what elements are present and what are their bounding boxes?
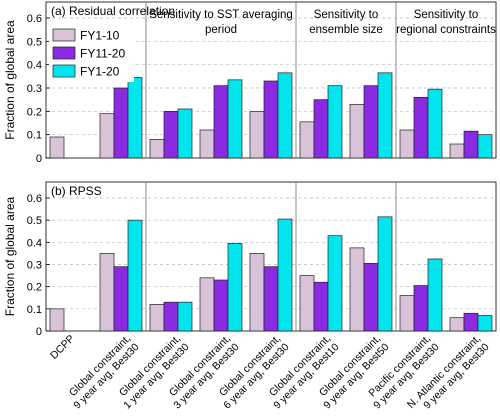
y-tick-label: 0.4 [27,60,42,72]
x-category-label: DCPP [48,333,77,362]
bar-fy11-20-8 [463,130,479,159]
bar-fy1-20-4 [277,218,293,332]
bar-fy11-20-2 [163,110,179,159]
bar-fy11-20-7 [413,96,429,159]
y-axis-label: Fraction of global area [3,20,17,140]
bar-fy1-10-7 [399,129,415,159]
y-tick-label: 0.1 [27,130,42,142]
bar-fy11-20-2 [163,301,179,332]
bar-fy1-10-3 [199,277,215,332]
bar-fy11-20-5 [313,281,329,332]
bar-fy1-20-2 [177,108,193,159]
bar-fy1-10-1 [99,113,115,159]
panel-rpss: 0 0.1 0.2 0.3 0.4 0.5 0.6 (b) RPSS Fraction of g… [3,181,497,338]
bar-fy1-10-0 [49,136,65,159]
y-tick-label: 0.5 [27,36,42,48]
bar-fy11-20-1 [113,87,129,159]
bar-fy1-20-3 [227,79,243,159]
bar-fy1-10-5 [299,275,315,332]
bar-fy1-20-5 [327,85,343,159]
bar-fy1-10-8 [449,143,465,159]
bar-fy11-20-5 [313,99,329,159]
bar-fy1-10-1 [99,253,115,332]
bar-fy1-20-2 [177,301,193,332]
y-tick-label: 0.4 [27,237,42,249]
bar-fy11-20-6 [363,263,379,332]
bar-fy1-10-2 [149,304,165,332]
bar-fy11-20-1 [113,266,129,332]
panel-title: (a) Residual correlation [51,4,175,18]
bar-fy1-20-7 [427,88,443,159]
section-label: Sensitivity to ensemble size [309,9,383,36]
y-tick-label: 0.6 [27,13,42,25]
bar-fy1-20-8 [477,315,493,332]
bar-fy1-10-4 [249,110,265,159]
bar-fy1-10-0 [49,308,65,332]
y-tick-label: 0 [36,153,42,165]
bar-fy11-20-4 [263,80,279,159]
legend-swatch-fy1-20 [52,64,76,78]
bar-fy1-20-8 [477,134,493,159]
legend-label: FY1-20 [80,65,120,79]
legend-label: FY1-10 [80,29,120,43]
bar-fy11-20-7 [413,285,429,332]
bar-fy11-20-4 [263,266,279,332]
bar-fy1-10-4 [249,253,265,332]
bar-fy1-20-3 [227,243,243,332]
y-axis-label: Fraction of global area [3,196,17,316]
y-tick-label: 0.3 [27,83,42,95]
bar-fy1-20-6 [377,216,393,332]
y-tick-label: 0.5 [27,215,42,227]
bar-fy1-20-4 [277,72,293,159]
y-tick-label: 0.6 [27,193,42,205]
y-tick-label: 0.1 [27,304,42,316]
bar-fy11-20-8 [463,312,479,332]
legend: FY1-10 FY11-20 FY1-20 [49,22,134,82]
y-tick-label: 0.2 [27,282,42,294]
bar-fy1-20-5 [327,235,343,332]
bar-fy11-20-3 [213,85,229,159]
section-label: Sensitivity to SST averaging period [149,9,293,36]
bar-fy1-10-3 [199,129,215,159]
y-tick-label: 0 [36,326,42,338]
bar-fy1-10-6 [349,247,365,332]
legend-label: FY11-20 [80,47,125,61]
panel-title: (b) RPSS [51,184,102,198]
legend-swatch-fy11-20 [52,46,76,60]
bar-fy1-10-2 [149,138,165,159]
bar-fy1-20-1 [127,219,143,332]
panel-residual-correlation: 0 0.1 0.2 0.3 0.4 0.5 0.6 (a) Residual correlat… [3,1,497,165]
bar-fy1-20-6 [377,72,393,159]
section-label: Sensitivity to regional constraints [396,9,496,36]
bar-fy1-10-6 [349,103,365,159]
bar-fy1-20-7 [427,258,443,332]
bar-fy11-20-3 [213,279,229,332]
legend-swatch-fy1-10 [52,28,76,42]
bar-fy1-10-5 [299,121,315,159]
bar-fy1-10-7 [399,295,415,332]
bar-fy11-20-6 [363,85,379,159]
y-tick-label: 0.2 [27,106,42,118]
y-tick-label: 0.3 [27,260,42,272]
bar-fy1-20-1 [127,77,143,159]
bar-fy1-10-8 [449,317,465,332]
